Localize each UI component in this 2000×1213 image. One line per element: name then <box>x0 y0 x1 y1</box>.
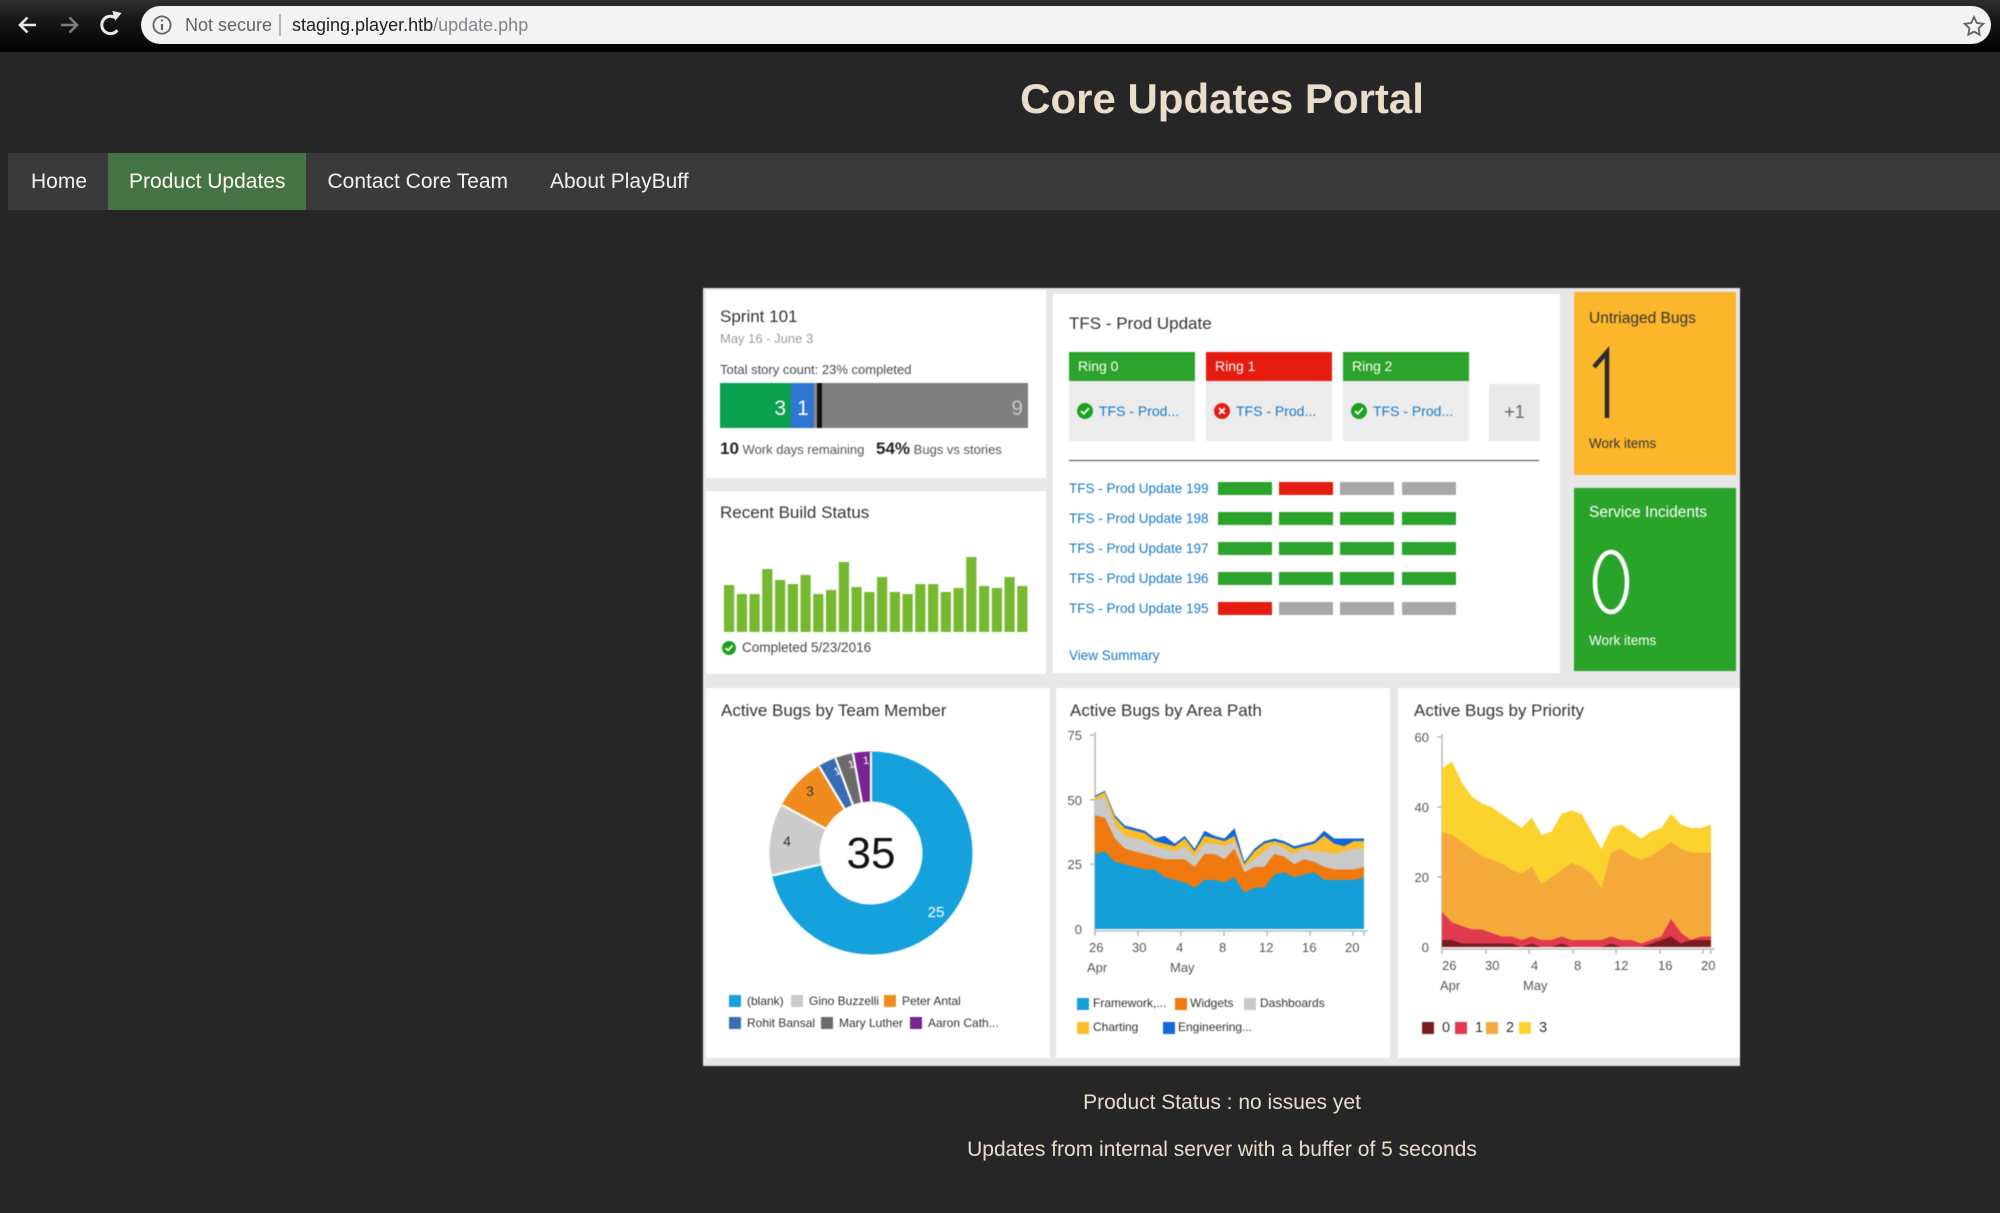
svg-text:25: 25 <box>928 904 945 921</box>
svg-text:35: 35 <box>847 829 896 878</box>
svg-text:4: 4 <box>783 833 791 849</box>
svg-text:3: 3 <box>806 783 814 799</box>
svg-text:1: 1 <box>847 758 856 771</box>
svg-text:1: 1 <box>863 755 870 767</box>
svg-text:1: 1 <box>832 765 843 778</box>
